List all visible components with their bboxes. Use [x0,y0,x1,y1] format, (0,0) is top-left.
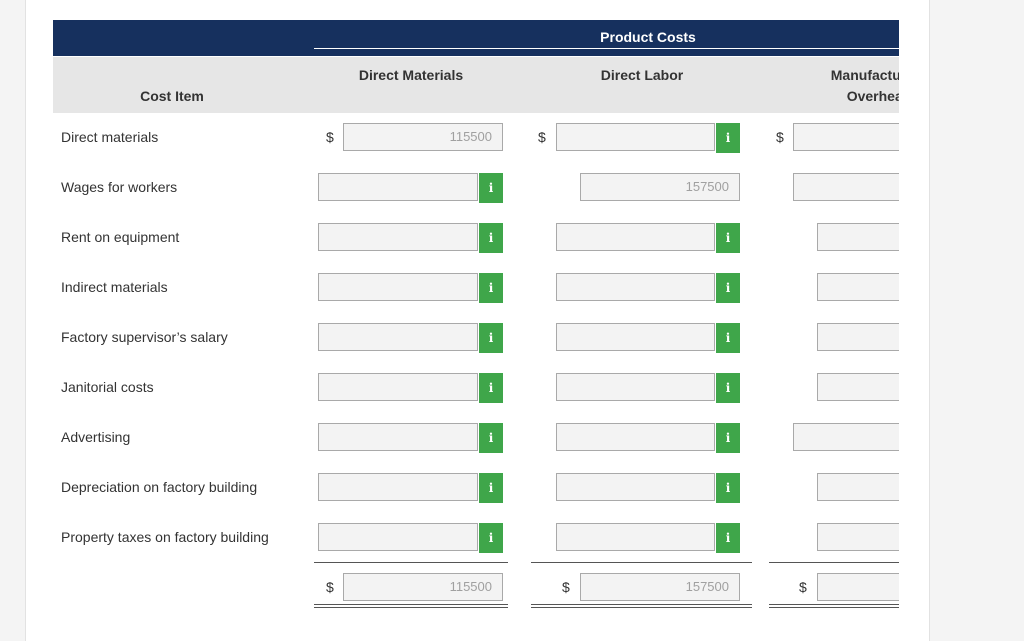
input-field[interactable] [817,473,899,501]
total-rule [531,562,752,563]
input-field[interactable] [817,223,899,251]
info-icon[interactable]: i [716,373,740,403]
row-label: Indirect materials [61,279,168,295]
input-field[interactable] [556,373,715,401]
info-icon[interactable]: i [479,173,503,203]
row-label: Depreciation on factory building [61,479,258,495]
info-icon[interactable]: i [479,323,503,353]
info-icon[interactable]: i [716,123,740,153]
row-label: Janitorial costs [61,379,154,395]
input-field[interactable] [318,523,478,551]
input-field[interactable] [817,323,899,351]
info-icon[interactable]: i [479,423,503,453]
currency-symbol: $ [326,579,334,595]
currency-symbol: $ [562,579,570,595]
input-field[interactable] [556,423,715,451]
input-field[interactable] [556,273,715,301]
input-field[interactable]: 157500 [580,573,740,601]
input-field[interactable] [817,273,899,301]
input-field[interactable] [793,173,899,201]
currency-symbol: $ [326,129,334,145]
input-field[interactable] [556,523,715,551]
column-header: Direct Materials [358,67,464,83]
input-field[interactable] [556,223,715,251]
input-field[interactable] [318,373,478,401]
info-icon[interactable]: i [716,523,740,553]
info-icon[interactable]: i [479,223,503,253]
column-header: Direct Labor [600,67,684,83]
input-field[interactable] [318,173,478,201]
row-label: Direct materials [61,129,159,145]
info-icon[interactable]: i [479,473,503,503]
total-rule [769,607,899,608]
input-field[interactable] [556,123,715,151]
row-label: Factory supervisor’s salary [61,329,228,345]
input-field[interactable] [817,373,899,401]
input-field[interactable] [318,323,478,351]
total-rule [769,604,899,605]
row-label: Wages for workers [61,179,178,195]
currency-symbol: $ [799,579,807,595]
row-label: Property taxes on factory building [61,529,269,545]
input-field[interactable] [318,473,478,501]
input-field[interactable]: 115500 [343,573,503,601]
total-rule [314,604,508,605]
total-rule [531,607,752,608]
input-field[interactable] [318,273,478,301]
input-field[interactable]: 157500 [580,173,740,201]
info-icon[interactable]: i [716,423,740,453]
row-label: Advertising [61,429,131,445]
header-bar [53,20,899,56]
input-field[interactable] [318,423,478,451]
header-rule [314,48,899,49]
total-rule [314,562,508,563]
input-field[interactable]: 115500 [343,123,503,151]
info-icon[interactable]: i [716,273,740,303]
input-field[interactable] [556,323,715,351]
input-field[interactable] [817,573,899,601]
total-rule [769,562,899,563]
info-icon[interactable]: i [716,223,740,253]
currency-symbol: $ [776,129,784,145]
info-icon[interactable]: i [479,373,503,403]
info-icon[interactable]: i [716,323,740,353]
info-icon[interactable]: i [479,273,503,303]
info-icon[interactable]: i [479,523,503,553]
column-header: Manufacturing Overhead [830,67,899,104]
column-header: Cost Item [140,88,204,104]
cost-table: Product Costs Cost Item Direct Materials D… [53,20,899,641]
input-field[interactable] [556,473,715,501]
row-label: Rent on equipment [61,229,180,245]
input-field[interactable] [817,523,899,551]
currency-symbol: $ [538,129,546,145]
total-rule [531,604,752,605]
input-field[interactable] [793,123,899,151]
total-rule [314,607,508,608]
input-field[interactable] [318,223,478,251]
group-title: Product Costs [600,29,696,45]
info-icon[interactable]: i [716,473,740,503]
input-field[interactable] [793,423,899,451]
column-header-row [53,57,899,113]
